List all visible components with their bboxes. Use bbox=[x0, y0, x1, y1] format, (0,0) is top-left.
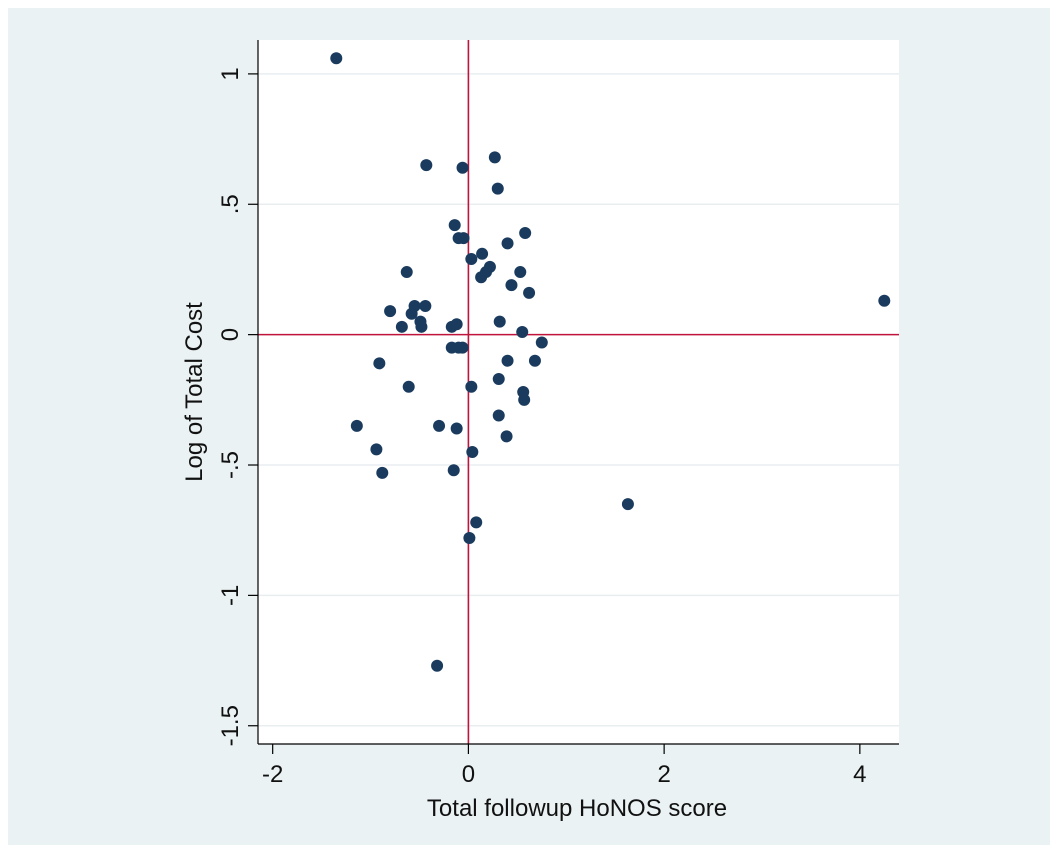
data-point-3 bbox=[488, 151, 501, 164]
data-point-16 bbox=[514, 266, 527, 279]
data-point-22 bbox=[405, 307, 418, 320]
data-point-46 bbox=[500, 430, 513, 443]
data-point-14 bbox=[475, 271, 488, 284]
x-axis-label: Total followup HoNOS score bbox=[427, 795, 727, 822]
data-point-2 bbox=[456, 161, 469, 174]
data-point-0 bbox=[330, 52, 343, 65]
data-point-48 bbox=[466, 445, 479, 458]
data-point-41 bbox=[518, 393, 531, 406]
data-point-4 bbox=[491, 182, 504, 195]
data-point-15 bbox=[400, 266, 413, 279]
data-point-55 bbox=[878, 294, 891, 307]
data-point-27 bbox=[450, 318, 463, 331]
y-tick-label-3: 0 bbox=[217, 328, 244, 341]
y-tick-label-1: -1 bbox=[217, 585, 244, 606]
x-axis-ticks: -2 0 2 4 bbox=[262, 744, 867, 788]
data-point-38 bbox=[402, 380, 415, 393]
data-point-39 bbox=[465, 380, 478, 393]
data-point-11 bbox=[465, 253, 478, 266]
data-point-33 bbox=[456, 341, 469, 354]
data-point-37 bbox=[492, 372, 505, 385]
data-point-8 bbox=[501, 237, 514, 250]
y-tick-label-2: -.5 bbox=[217, 451, 244, 479]
data-point-24 bbox=[395, 320, 408, 333]
data-point-44 bbox=[433, 419, 446, 432]
data-point-43 bbox=[350, 419, 363, 432]
data-point-35 bbox=[501, 354, 514, 367]
data-point-25 bbox=[415, 320, 428, 333]
y-tick-label-4: .5 bbox=[217, 194, 244, 214]
data-point-10 bbox=[476, 247, 489, 260]
x-tick-label-3: 4 bbox=[853, 761, 866, 788]
x-tick-label-0: -2 bbox=[262, 761, 283, 788]
y-tick-label-5: 1 bbox=[217, 67, 244, 80]
data-point-30 bbox=[535, 336, 548, 349]
data-point-54 bbox=[431, 659, 444, 672]
plot-area bbox=[258, 40, 899, 744]
y-axis-ticks: -1.5 -1 -.5 0 .5 1 bbox=[217, 67, 258, 746]
data-point-36 bbox=[528, 354, 541, 367]
y-axis-label: Log of Total Cost bbox=[181, 302, 208, 482]
data-point-49 bbox=[376, 466, 389, 479]
x-tick-label-1: 0 bbox=[462, 761, 475, 788]
data-point-42 bbox=[492, 409, 505, 422]
data-point-29 bbox=[516, 326, 529, 339]
data-point-21 bbox=[384, 305, 397, 318]
data-point-45 bbox=[450, 422, 463, 435]
data-points bbox=[330, 52, 891, 672]
x-tick-label-2: 2 bbox=[657, 761, 670, 788]
data-point-50 bbox=[447, 464, 460, 477]
data-point-47 bbox=[370, 443, 383, 456]
data-point-18 bbox=[523, 286, 536, 299]
data-point-7 bbox=[457, 232, 470, 245]
data-point-51 bbox=[621, 498, 634, 511]
data-point-28 bbox=[493, 315, 506, 328]
data-point-52 bbox=[470, 516, 483, 529]
data-point-53 bbox=[463, 532, 476, 545]
data-point-17 bbox=[505, 279, 518, 292]
data-point-1 bbox=[420, 159, 433, 172]
y-tick-label-0: -1.5 bbox=[217, 705, 244, 746]
data-point-34 bbox=[373, 357, 386, 370]
data-point-20 bbox=[419, 299, 432, 312]
data-point-5 bbox=[448, 219, 461, 232]
data-point-9 bbox=[519, 226, 532, 239]
